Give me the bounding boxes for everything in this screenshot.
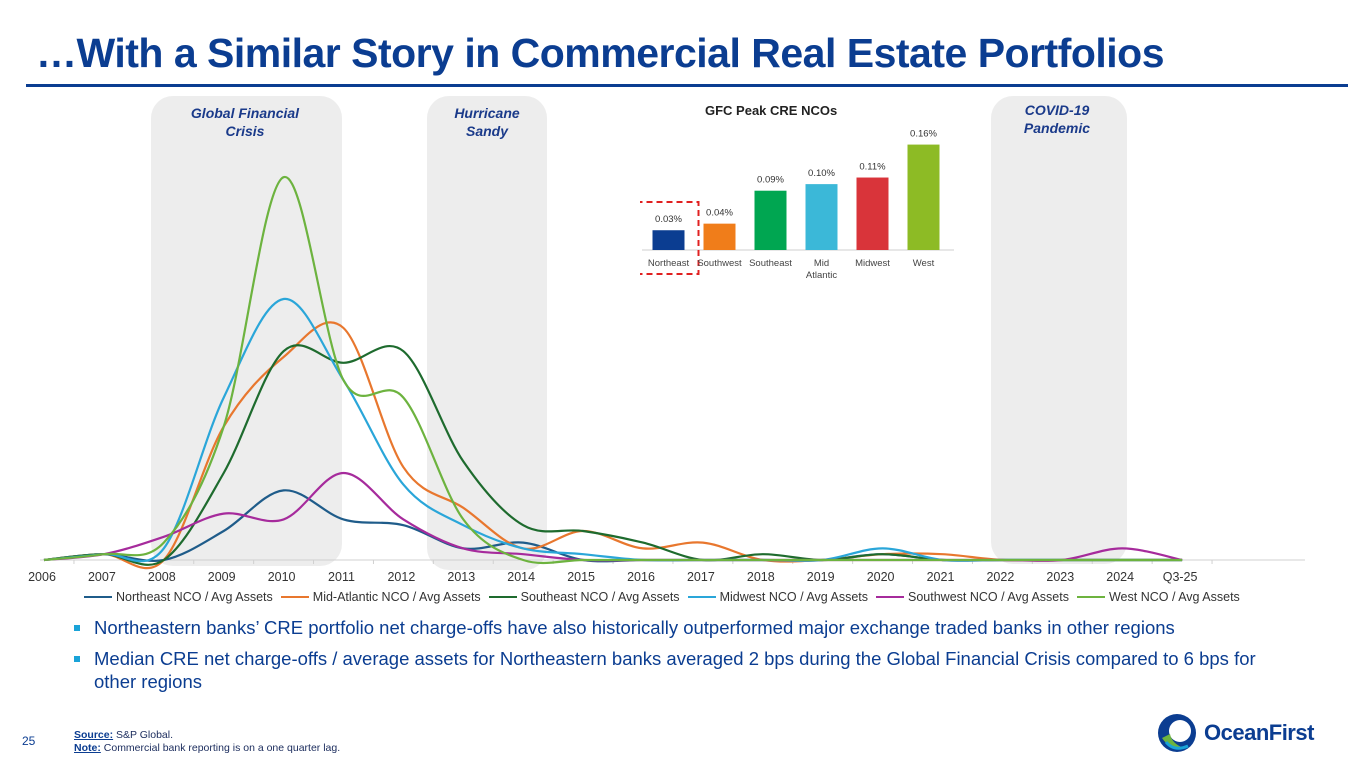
wave-logo-icon [1158,714,1196,752]
page-title: …With a Similar Story in Commercial Real… [36,30,1165,76]
page-number: 25 [22,734,36,748]
source-note: Source: S&P Global. [74,729,174,741]
x-tick-label: 2009 [208,570,236,584]
x-tick-label: 2024 [1106,570,1134,584]
legend-label: Northeast NCO / Avg Assets [116,590,273,604]
northeast-highlight-box [640,201,700,275]
inset-bar [856,177,889,250]
x-tick-label: 2022 [986,570,1014,584]
inset-bar-value: 0.04% [706,208,733,219]
series-line [43,489,1183,563]
bullet-item: Median CRE net charge-offs / average ass… [74,647,1274,693]
inset-category-label: Southwest [697,258,742,269]
series-line [43,471,1183,562]
oceanfirst-logo: OceanFirst [1156,712,1314,754]
x-tick-label: 2008 [148,570,176,584]
nco-line-chart: 2006 2007 2008 2009 2010 2011 2012 2013 2014 2015… [28,176,1305,584]
x-tick-label: 2006 [28,570,56,584]
x-tick-label: 2016 [627,570,655,584]
inset-bar-value: 0.11% [859,162,886,173]
legend-swatch [488,596,517,598]
legend-item: Southeast NCO / Avg Assets [488,590,680,604]
inset-category-label: Southeast [749,258,792,269]
legend-label: Southwest NCO / Avg Assets [908,590,1069,604]
gfc-peak-bar-chart: 0.03% Northeast 0.04% Southwest 0.09% Southea… [640,129,954,281]
inset-category-label: West [913,258,935,269]
x-tick-label: 2014 [507,570,535,584]
x-tick-label: 2010 [268,570,296,584]
x-tick-label: 2017 [687,570,715,584]
legend-item: Northeast NCO / Avg Assets [84,590,273,604]
series-line [43,321,1183,570]
legend-item: West NCO / Avg Assets [1076,590,1240,604]
inset-category-label: Northeast [648,258,690,269]
legend-label: West NCO / Avg Assets [1108,590,1240,604]
x-tick-label: 2011 [328,570,355,584]
legend-item: Midwest NCO / Avg Assets [687,590,868,604]
inset-bar [703,223,736,250]
inset-category-label: Atlantic [806,270,837,281]
logo-wordmark: OceanFirst [1204,720,1314,745]
legend-swatch [876,596,904,598]
lag-note: Note: Commercial bank reporting is on a … [74,742,341,754]
bullet-list: Northeastern banks’ CRE portfolio net ch… [74,616,1274,701]
bullet-marker [74,625,80,631]
covid-label: COVID-19 Pandemic [1023,102,1091,136]
inset-bar [754,190,787,250]
x-tick-label: 2013 [447,570,475,584]
inset-bar-value: 0.09% [757,175,784,186]
covid-shaded-period [991,96,1127,564]
legend-label: Mid-Atlantic NCO / Avg Assets [312,590,481,604]
legend-swatch [687,596,716,598]
x-tick-label: 2007 [88,570,116,584]
inset-category-label: Mid [814,258,829,269]
series-line [43,176,1183,565]
gfc-label: Global Financial Crisis [190,105,300,139]
inset-bar-value: 0.10% [808,168,835,179]
title-divider [26,84,1348,87]
x-tick-label: 2021 [927,570,955,584]
x-tick-label: Q3-25 [1163,570,1198,584]
chart-legend: Northeast NCO / Avg Assets Mid-Atlantic N… [84,590,1240,604]
legend-swatch [280,596,309,598]
x-tick-label: 2019 [807,570,835,584]
bullet-marker [74,656,80,662]
legend-swatch [1076,596,1105,598]
x-tick-label: 2020 [867,570,895,584]
x-tick-label: 2012 [387,570,415,584]
footnotes: Source: S&P Global. Note: Commercial ban… [74,729,340,755]
legend-swatch [84,596,112,598]
x-tick-label: 2015 [567,570,595,584]
legend-label: Southeast NCO / Avg Assets [520,590,680,604]
bullet-item: Northeastern banks’ CRE portfolio net ch… [74,616,1274,639]
inset-chart-title: GFC Peak CRE NCOs [705,103,838,118]
inset-bar [805,184,838,250]
legend-item: Mid-Atlantic NCO / Avg Assets [280,590,481,604]
series-line [43,297,1183,563]
legend-label: Midwest NCO / Avg Assets [719,590,868,604]
inset-bar-value: 0.03% [655,214,682,225]
x-tick-label: 2023 [1046,570,1074,584]
inset-bar [652,230,685,250]
inset-bar-value: 0.16% [910,129,937,140]
legend-item: Southwest NCO / Avg Assets [876,590,1069,604]
x-tick-label: 2018 [747,570,775,584]
inset-bar [907,144,940,250]
sandy-label: Hurricane Sandy [454,105,520,139]
inset-category-label: Midwest [855,258,890,269]
